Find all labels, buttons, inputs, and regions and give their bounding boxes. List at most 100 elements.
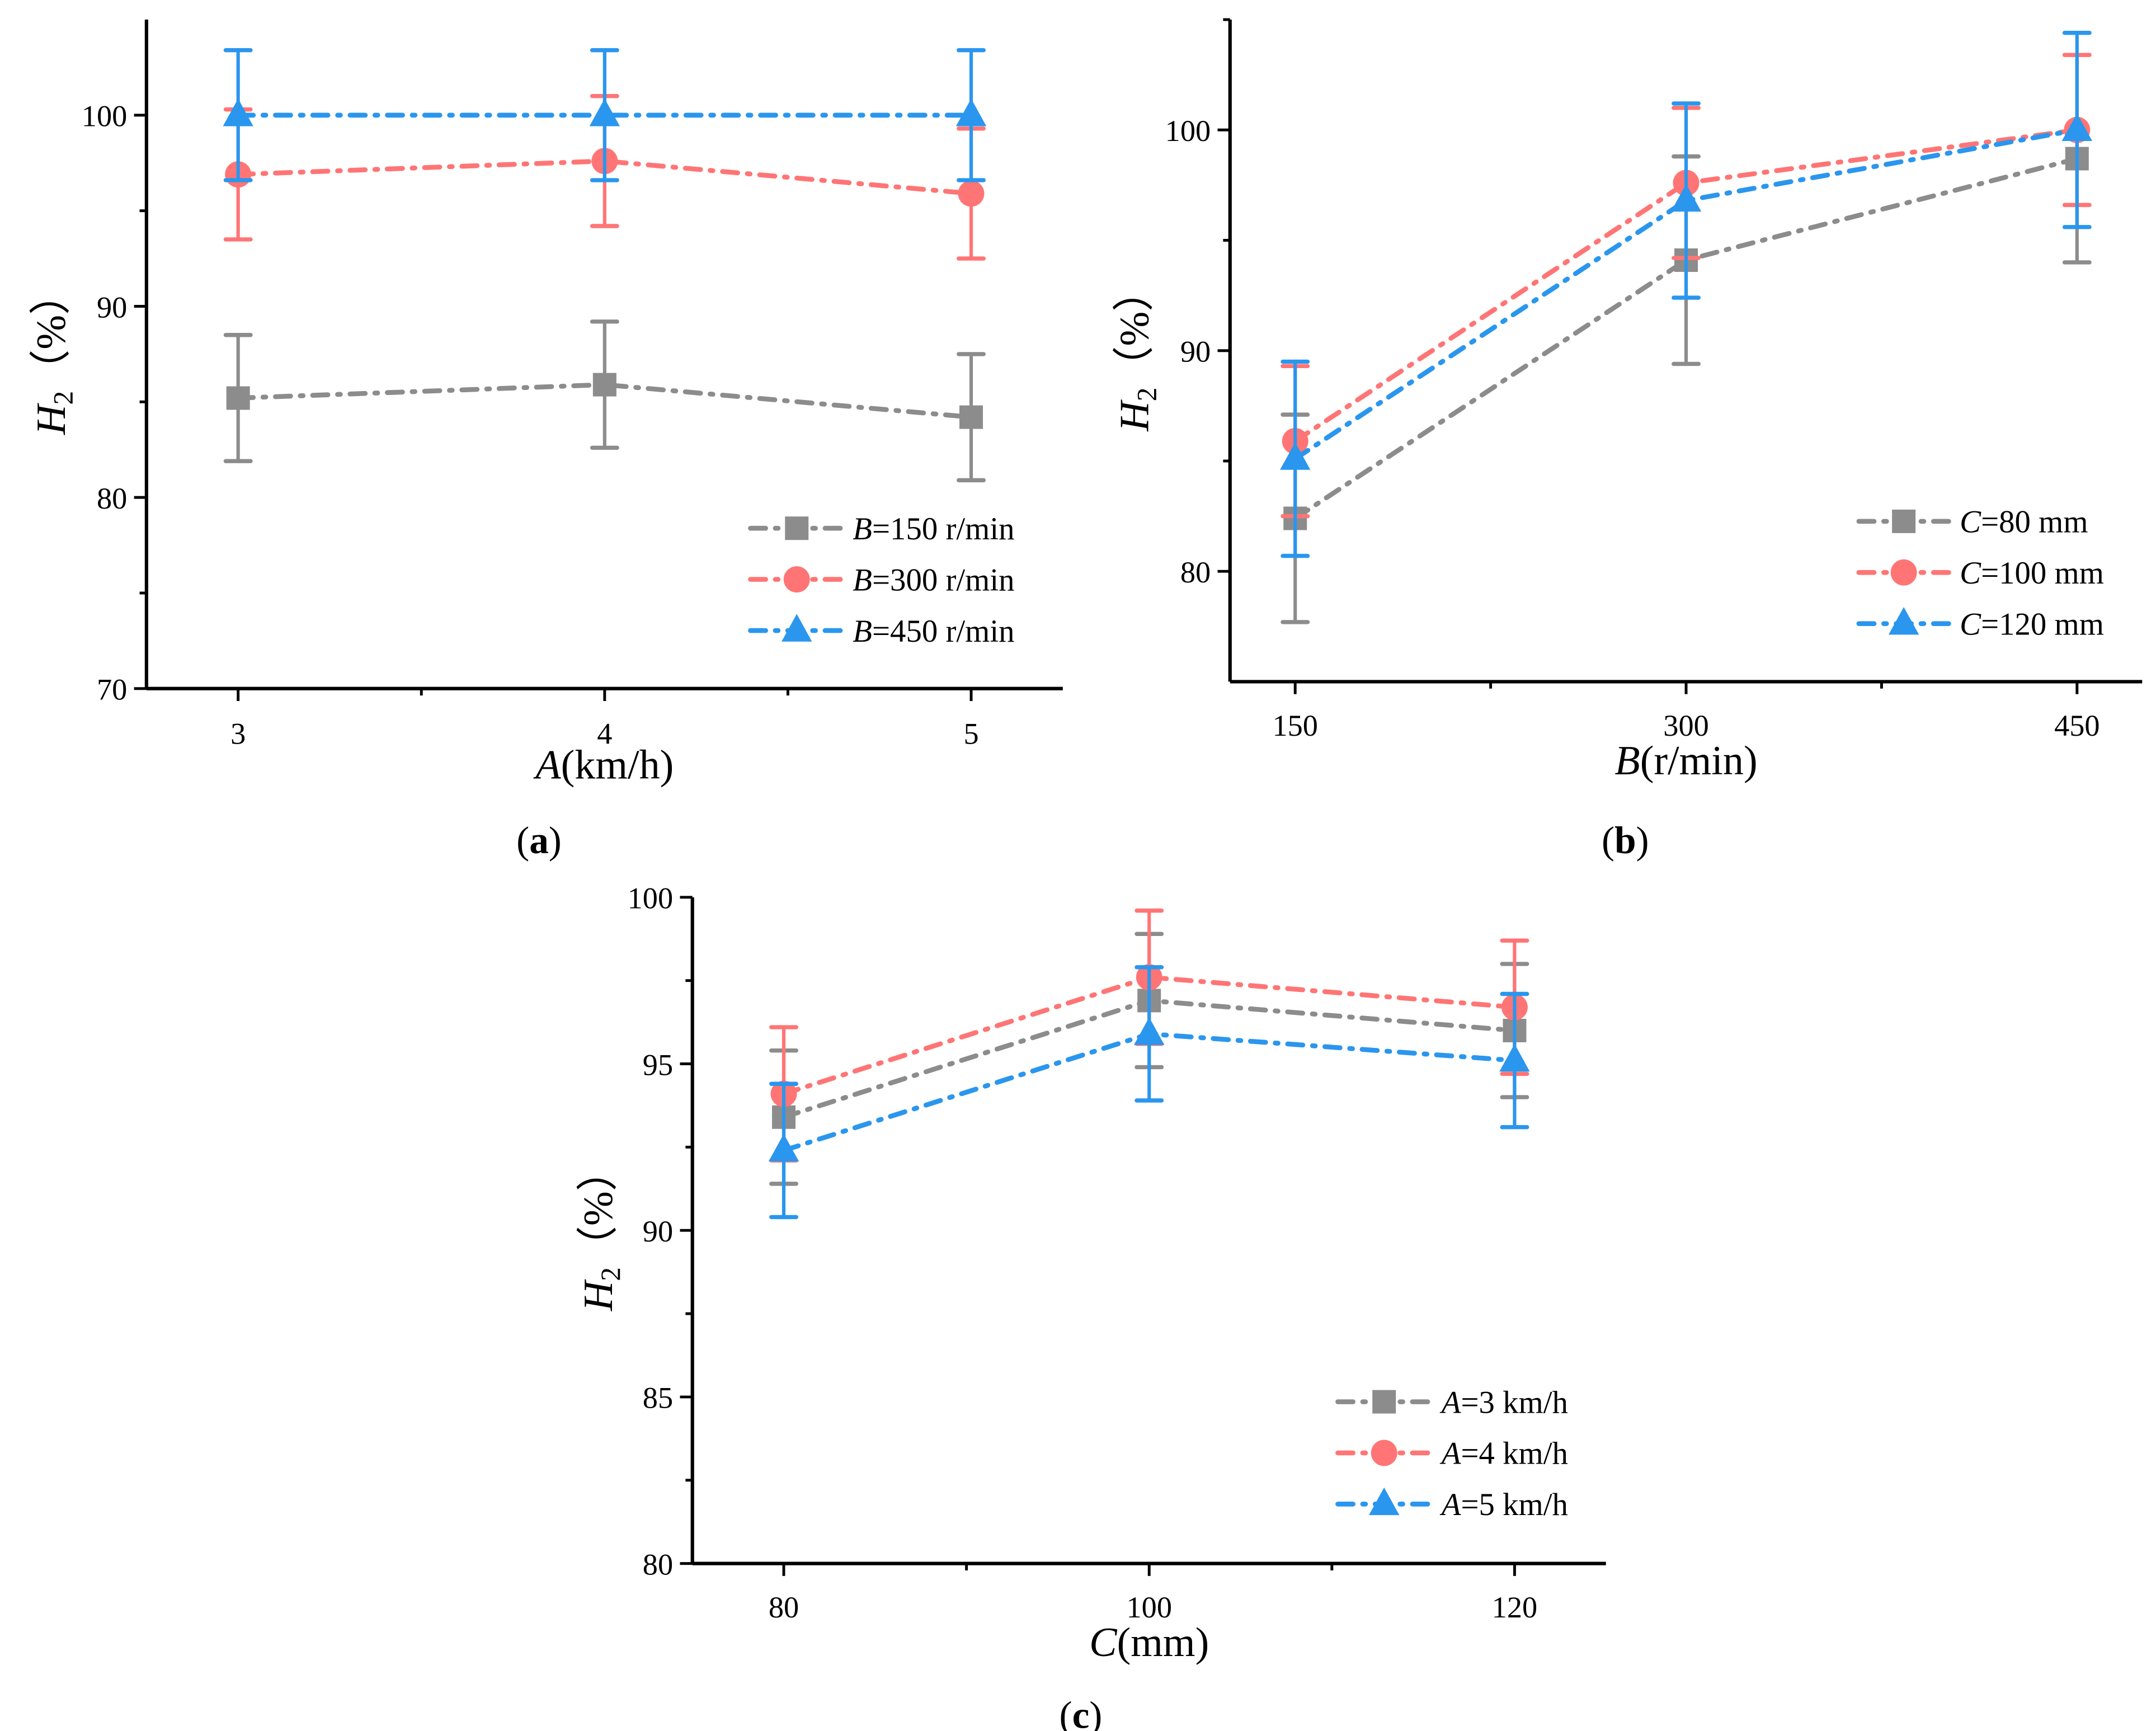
x-tick-label: 4 (597, 717, 612, 751)
legend-variable: B (853, 511, 872, 547)
x-axis-variable: A (533, 742, 561, 788)
x-tick-label: 300 (1663, 709, 1709, 742)
x-axis-label: C(mm) (1089, 1620, 1209, 1666)
legend-item: A=5 km/h (1335, 1487, 1568, 1522)
legend-triangle-marker (782, 614, 812, 642)
data-point-triangle-marker (768, 1133, 799, 1162)
legend-variable: A (1439, 1385, 1461, 1420)
series-b-150-r-min (223, 319, 986, 483)
y-tick-label: 100 (628, 882, 674, 915)
legend-variable: C (1960, 606, 1981, 642)
legend-item: C=120 mm (1856, 606, 2104, 642)
legend-item: B=450 r/min (748, 614, 1015, 649)
legend-text: =150 r/min (872, 511, 1015, 547)
legend-circle-marker (1890, 559, 1917, 586)
x-axis-label: B(r/min) (1614, 738, 1757, 784)
legend-item: A=4 km/h (1335, 1436, 1568, 1471)
x-tick-label: 80 (769, 1591, 799, 1624)
panel-label-letter: c (1072, 1694, 1090, 1731)
y-tick-label: 100 (82, 100, 128, 133)
series-line (1292, 127, 2080, 444)
legend-label: C=80 mm (1960, 505, 2088, 540)
legend-triangle-marker (1369, 1487, 1400, 1516)
legend-item: C=80 mm (1856, 505, 2088, 540)
series-line (1292, 127, 2080, 462)
y-tick-label: 90 (97, 290, 127, 324)
y-axis-subscript: 2 (48, 391, 79, 405)
x-tick-label: 100 (1126, 1591, 1172, 1624)
data-point-triangle-marker (1134, 1017, 1165, 1045)
y-tick-label: 70 (97, 673, 127, 707)
y-axis-unit: （%） (29, 274, 74, 391)
panel-label-letter: a (529, 819, 549, 862)
panel-label-close: ) (549, 819, 562, 862)
legend-text: =3 km/h (1461, 1385, 1567, 1420)
data-point-triangle-marker (223, 98, 253, 126)
y-axis-label: H2（%） (1112, 270, 1162, 432)
legend-variable: C (1960, 505, 1981, 540)
legend-label: A=5 km/h (1439, 1487, 1568, 1522)
data-point-square-marker (226, 386, 250, 410)
panel-label: (b) (1602, 819, 1649, 862)
legend-text: =120 mm (1981, 606, 2104, 642)
series-a-5-km-h (768, 965, 1530, 1220)
y-tick-label: 90 (643, 1215, 673, 1248)
legend-item: C=100 mm (1856, 556, 2104, 591)
data-point-triangle-marker (589, 98, 620, 126)
legend-text: =80 mm (1981, 505, 2088, 540)
y-axis-variable: H (1112, 399, 1158, 432)
y-tick-label: 80 (97, 482, 127, 515)
y-axis-subscript: 2 (1132, 388, 1162, 402)
legend-label: A=3 km/h (1439, 1385, 1568, 1420)
y-tick-label: 90 (1180, 335, 1211, 368)
y-axis-variable: H (576, 1279, 622, 1311)
y-tick-label: 100 (1165, 114, 1211, 148)
x-tick-label: 150 (1272, 709, 1318, 742)
legend-square-marker (1892, 509, 1916, 533)
y-tick-label: 80 (1180, 556, 1211, 589)
legend-label: C=120 mm (1960, 606, 2104, 642)
legend-variable: C (1960, 556, 1981, 591)
legend-text: =5 km/h (1461, 1487, 1567, 1522)
data-point-triangle-marker (1499, 1043, 1530, 1072)
data-point-circle-marker (958, 180, 985, 207)
x-tick-label: 120 (1492, 1591, 1538, 1624)
legend-text: =450 r/min (872, 614, 1015, 649)
series-b-450-r-min (223, 48, 987, 182)
y-axis-unit: （%） (1112, 270, 1158, 388)
panel-label-close: ) (1089, 1694, 1102, 1731)
y-axis-label: H2（%） (29, 274, 79, 435)
legend-circle-marker (783, 566, 810, 593)
panel-label-open: ( (1602, 819, 1614, 862)
legend-text: =300 r/min (872, 562, 1015, 598)
legend-item: B=150 r/min (748, 511, 1015, 547)
x-axis-variable: C (1089, 1620, 1118, 1666)
y-tick-label: 85 (643, 1381, 673, 1415)
legend-variable: B (853, 562, 872, 598)
series-line (1292, 156, 2080, 521)
legend-circle-marker (1371, 1440, 1397, 1466)
series-c-120-mm (1280, 31, 2093, 558)
x-axis-unit: (km/h) (561, 742, 674, 788)
legend-text: =4 km/h (1461, 1436, 1567, 1471)
legend-variable: A (1439, 1436, 1461, 1471)
panel-label-close: ) (1636, 819, 1649, 862)
y-axis-subscript: 2 (595, 1267, 626, 1281)
legend-square-marker (785, 516, 809, 540)
series-line (236, 158, 974, 196)
legend-label: B=300 r/min (853, 562, 1014, 598)
data-point-square-marker (959, 405, 983, 429)
y-axis-variable: H (29, 403, 74, 435)
y-tick-label: 80 (643, 1547, 673, 1581)
legend-label: A=4 km/h (1439, 1436, 1568, 1471)
legend-variable: A (1439, 1487, 1461, 1522)
x-tick-label: 3 (230, 717, 246, 751)
panel-label: (a) (516, 819, 562, 862)
y-axis-unit: （%） (576, 1150, 622, 1267)
legend-text: =100 mm (1981, 556, 2104, 591)
legend-variable: B (853, 614, 872, 649)
